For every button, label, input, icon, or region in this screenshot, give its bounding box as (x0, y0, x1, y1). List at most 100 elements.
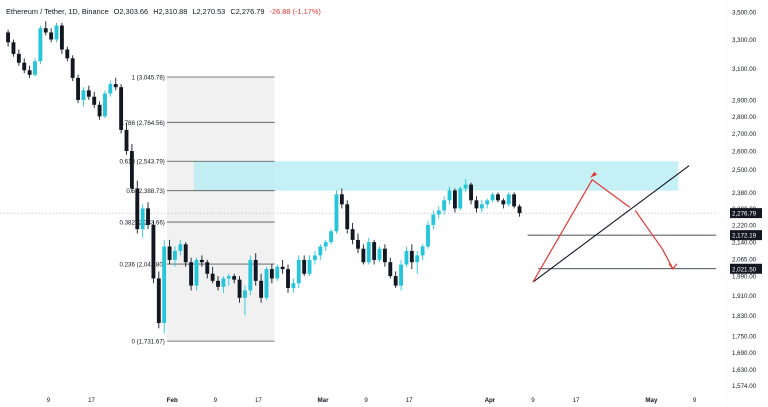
candle-body (512, 194, 517, 207)
candle-body (296, 259, 301, 284)
x-tick-label: 9 (693, 397, 697, 404)
y-tick-label: 2,140.00 (732, 240, 757, 247)
candle-body (490, 194, 495, 201)
fib-range-shade (166, 76, 275, 342)
candle-body (216, 280, 220, 287)
x-tick-label: 9 (531, 397, 535, 404)
candle-body (140, 208, 145, 230)
price-tag-label: 2,021.50 (732, 266, 757, 273)
peak-marker-icon (590, 171, 598, 178)
change-value: -26.88 (-1.17%) (269, 7, 321, 16)
low-value: L2,270.53 (192, 7, 226, 16)
candle-body (388, 262, 393, 277)
candle-body (59, 25, 64, 50)
y-tick-label: 1,830.00 (732, 313, 757, 320)
y-tick-label: 1,574.00 (732, 383, 757, 390)
candle-body (399, 264, 404, 286)
candle-body (339, 194, 344, 205)
candle-body (81, 90, 86, 100)
fib-level-label: 1 (3,045.78) (132, 74, 165, 81)
candle-body (312, 255, 317, 260)
candle-body (474, 200, 479, 209)
candle-body (458, 188, 463, 209)
candle-body (183, 244, 188, 263)
candle-body (135, 188, 140, 230)
candle-body (124, 129, 129, 152)
candle-body (350, 229, 355, 240)
candle-body (275, 266, 280, 279)
candle-body (70, 58, 75, 78)
candle-body (189, 262, 194, 286)
candle-body (372, 242, 377, 260)
candle-body (16, 53, 21, 63)
projection-path (634, 210, 674, 270)
candle-body (226, 276, 231, 279)
close-value: C2,276.79 (230, 7, 265, 16)
candle-body (426, 224, 430, 247)
candle-body (318, 246, 323, 256)
y-tick-label: 2,220.00 (732, 222, 757, 229)
y-tick-label: 1,630.00 (732, 367, 757, 374)
candle-body (119, 87, 124, 130)
candle-body (259, 280, 264, 298)
x-tick-label: 9 (364, 397, 368, 404)
candle-body (199, 259, 204, 263)
y-tick-label: 2,600.00 (732, 149, 757, 156)
candle-body (237, 279, 242, 298)
candle-body (409, 250, 414, 263)
candle-body (113, 84, 118, 88)
candle-body (291, 283, 296, 289)
candle-body (253, 259, 258, 281)
y-tick-label: 1,690.00 (732, 350, 757, 357)
candle-body (323, 242, 328, 247)
candle-body (43, 28, 48, 33)
candle-body (269, 269, 274, 279)
candle-body (6, 32, 11, 43)
high-value: H2,310.88 (153, 7, 188, 16)
x-tick-label: Mar (317, 397, 329, 404)
candle-body (264, 269, 269, 298)
candle-body (151, 224, 156, 279)
candle-body (485, 200, 490, 205)
fib-level-label: 0.236 (2,041.80) (119, 262, 164, 269)
candle-body (232, 276, 237, 280)
candle-body (103, 93, 107, 117)
y-tick-label: 1,910.00 (732, 293, 757, 300)
chart-header: Ethereum / Tether, 1D, Binance O2,303.66… (6, 7, 324, 16)
x-tick-label: 17 (573, 397, 580, 404)
open-value: O2,303.66 (113, 7, 149, 16)
candle-body (210, 273, 215, 281)
y-tick-label: 1,750.00 (732, 334, 757, 341)
candle-body (54, 25, 59, 40)
candle-body (361, 248, 366, 263)
candle-body (404, 250, 409, 265)
y-tick-label: 2,900.00 (732, 97, 757, 104)
y-tick-label: 2,700.00 (732, 131, 757, 138)
x-tick-label: Feb (167, 397, 178, 404)
price-tag (730, 263, 762, 274)
candle-body (463, 184, 468, 189)
candle-body (11, 42, 16, 54)
price-tag-label: 2,276.79 (732, 211, 757, 218)
candle-body (442, 200, 447, 211)
candle-body (447, 190, 452, 201)
candle-body (501, 200, 506, 205)
candle-body (178, 244, 183, 251)
y-tick-label: 2,500.00 (732, 167, 757, 174)
fib-level-label: 0 (1,731.67) (132, 339, 165, 346)
ascending-trendline (532, 165, 690, 283)
candle-body (248, 259, 253, 291)
symbol-title: Ethereum / Tether, 1D, Binance (6, 7, 109, 16)
candle-body (162, 246, 167, 324)
y-tick-label: 2,380.00 (732, 190, 757, 197)
candle-body (479, 204, 484, 209)
x-tick-label: 17 (255, 397, 262, 404)
candle-body (431, 214, 436, 225)
candle-body (108, 84, 113, 94)
x-tick-label: May (645, 397, 658, 404)
price-path-zigzag (532, 178, 631, 283)
resistance-zone (193, 161, 679, 191)
price-tag (730, 230, 762, 241)
candle-body (146, 208, 150, 225)
